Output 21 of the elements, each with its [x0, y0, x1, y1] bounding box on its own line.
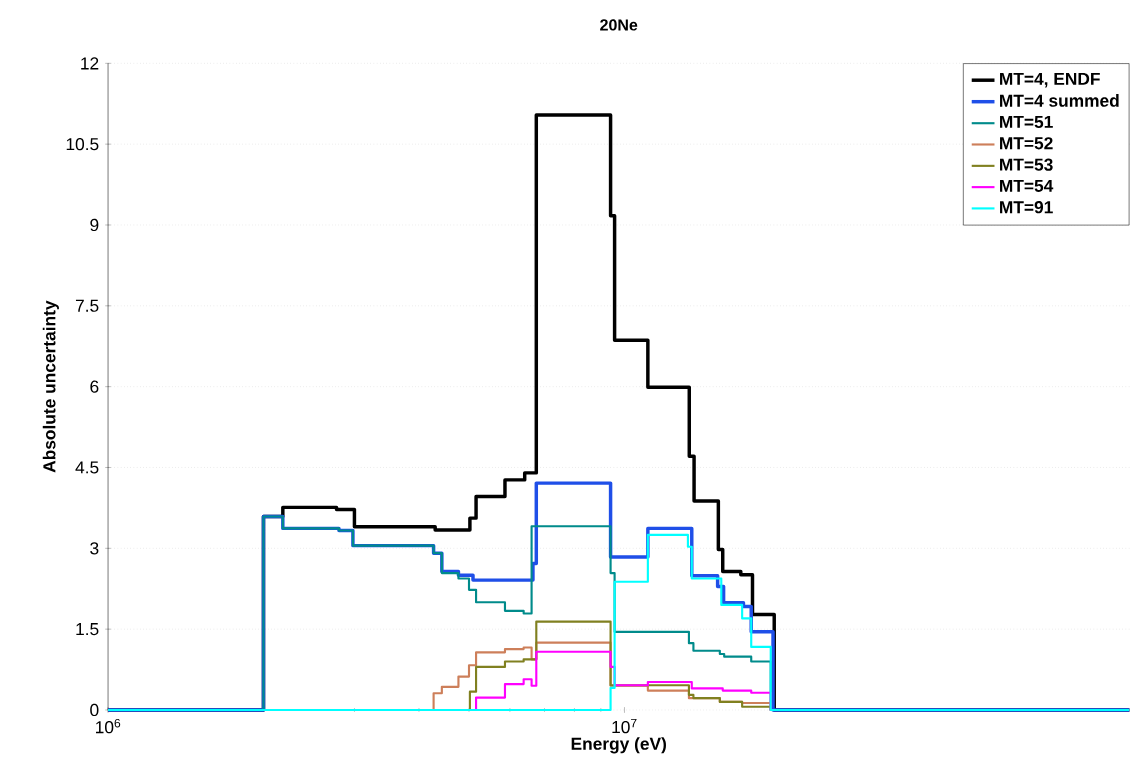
- y-tick-label: 12: [81, 57, 99, 70]
- x-tick-label: 10$^{7}$: [612, 718, 637, 734]
- chart-title: 20Ne: [600, 19, 638, 31]
- legend-label: MT=54: [1000, 179, 1054, 192]
- y-tick-label: 3: [90, 542, 99, 555]
- y-tick-label: 6: [90, 380, 99, 393]
- y-tick-label: 1.5: [76, 623, 99, 636]
- legend-label: MT=4, ENDF: [1000, 72, 1100, 88]
- y-tick-label: 10.5: [66, 138, 99, 151]
- y-tick-label: 7.5: [75, 299, 99, 312]
- legend-label: MT=52: [1000, 137, 1053, 150]
- legend-label: MT=91: [1000, 201, 1053, 214]
- x-tick-label: 10$^{6}$: [96, 718, 121, 734]
- y-tick-label: 4.5: [75, 461, 99, 474]
- legend-label: MT=53: [1000, 158, 1053, 171]
- legend-label: MT=4 summed: [1000, 94, 1119, 107]
- legend-label: MT=51: [1000, 115, 1053, 129]
- x-axis-title: Energy (eV): [571, 737, 666, 754]
- y-tick-label: 0: [90, 703, 99, 717]
- y-tick-label: 9: [90, 218, 99, 232]
- y-axis-title: Absolute uncertainty: [42, 300, 59, 473]
